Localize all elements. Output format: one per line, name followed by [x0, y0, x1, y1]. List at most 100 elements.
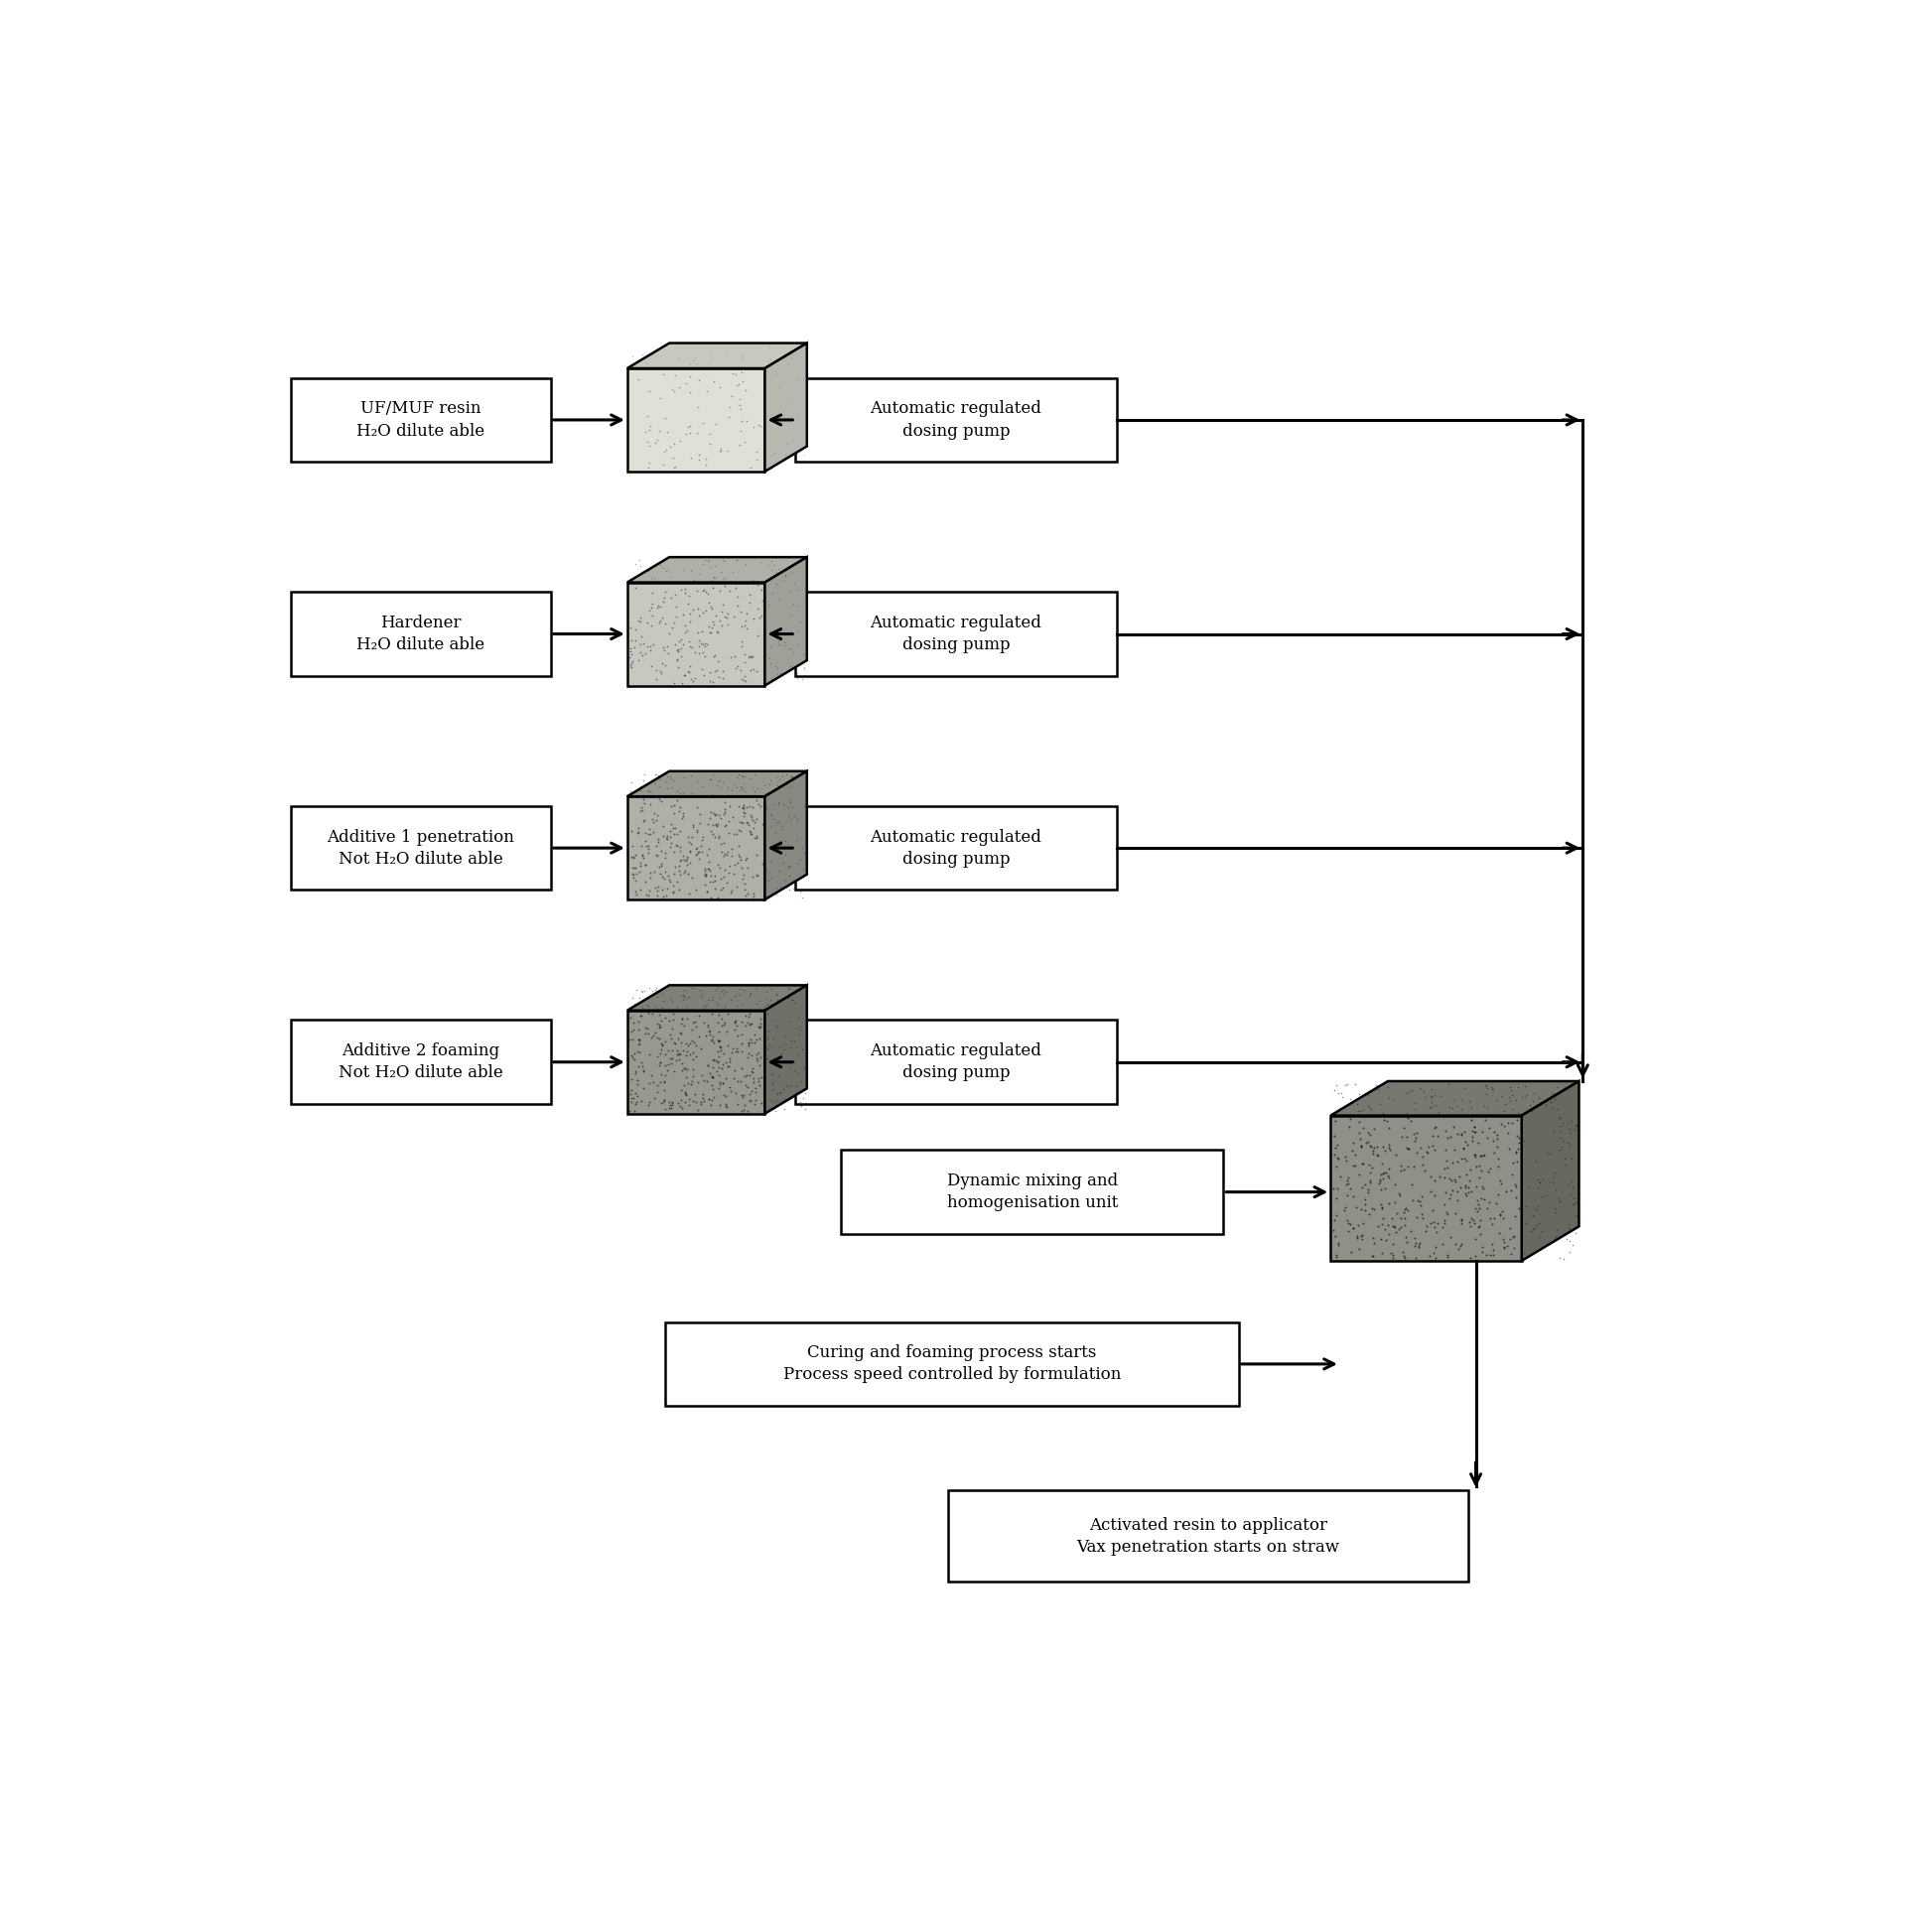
Point — [1407, 1150, 1438, 1180]
Point — [667, 779, 698, 810]
Point — [1365, 1167, 1395, 1198]
Point — [727, 340, 757, 371]
Point — [655, 827, 686, 858]
Point — [694, 856, 725, 887]
Point — [753, 551, 784, 582]
Point — [627, 1055, 657, 1086]
Point — [740, 655, 771, 686]
Point — [1461, 1151, 1491, 1182]
Point — [1557, 1188, 1588, 1219]
Point — [657, 869, 688, 900]
Point — [1447, 1204, 1478, 1235]
Point — [646, 848, 677, 879]
Point — [1522, 1209, 1553, 1240]
Point — [707, 655, 738, 686]
Point — [727, 611, 757, 641]
Point — [767, 848, 798, 879]
Point — [1455, 1211, 1486, 1242]
Point — [1522, 1082, 1553, 1113]
Point — [1363, 1074, 1393, 1105]
Point — [725, 384, 755, 415]
Point — [1476, 1238, 1507, 1269]
Point — [1424, 1161, 1455, 1192]
Point — [746, 790, 776, 821]
Point — [1376, 1238, 1407, 1269]
Point — [776, 980, 807, 1010]
Point — [682, 593, 713, 624]
Point — [723, 831, 753, 862]
Point — [650, 1074, 680, 1105]
Point — [652, 823, 682, 854]
Point — [659, 580, 690, 611]
Point — [1332, 1206, 1363, 1236]
Point — [721, 545, 752, 576]
Point — [1418, 1090, 1449, 1121]
Point — [711, 838, 742, 869]
Point — [1543, 1182, 1574, 1213]
Point — [1359, 1194, 1390, 1225]
Point — [740, 1072, 771, 1103]
Point — [788, 1082, 819, 1113]
Point — [755, 800, 786, 831]
Point — [625, 981, 655, 1012]
Point — [1392, 1132, 1422, 1163]
Point — [734, 1024, 765, 1055]
Point — [623, 1065, 653, 1095]
Point — [675, 1039, 705, 1070]
Point — [742, 620, 773, 651]
Point — [1318, 1173, 1349, 1204]
Point — [1509, 1236, 1540, 1267]
Point — [721, 871, 752, 902]
Point — [728, 639, 759, 670]
Point — [680, 576, 711, 607]
Point — [642, 879, 673, 910]
Point — [665, 639, 696, 670]
Point — [752, 976, 782, 1007]
Point — [721, 991, 752, 1022]
Point — [715, 1043, 746, 1074]
Point — [1555, 1105, 1586, 1136]
Point — [1486, 1165, 1516, 1196]
Point — [663, 850, 694, 881]
Point — [653, 1092, 684, 1122]
Point — [1491, 1177, 1522, 1208]
Point — [1345, 1221, 1376, 1252]
Point — [1438, 1175, 1468, 1206]
Polygon shape — [627, 771, 807, 796]
Point — [775, 1070, 805, 1101]
Point — [709, 786, 740, 817]
Point — [1322, 1078, 1353, 1109]
Point — [686, 825, 717, 856]
Point — [1334, 1103, 1365, 1134]
Point — [734, 763, 765, 794]
Point — [646, 1037, 677, 1068]
Point — [652, 823, 682, 854]
Point — [688, 574, 719, 605]
Point — [653, 864, 684, 895]
Point — [1418, 1238, 1449, 1269]
Point — [677, 442, 707, 473]
Point — [615, 632, 646, 663]
Point — [682, 833, 713, 864]
Point — [686, 837, 717, 867]
Point — [667, 1092, 698, 1122]
Point — [775, 784, 805, 815]
Point — [1466, 1182, 1497, 1213]
Point — [1407, 1142, 1438, 1173]
Point — [636, 1059, 667, 1090]
Point — [703, 1072, 734, 1103]
Point — [1330, 1169, 1361, 1200]
Point — [702, 810, 732, 840]
Point — [1363, 1167, 1393, 1198]
Point — [623, 1036, 653, 1066]
Point — [667, 630, 698, 661]
Point — [1455, 1242, 1486, 1273]
Point — [688, 1084, 719, 1115]
Point — [757, 1005, 788, 1036]
Point — [688, 576, 719, 607]
Point — [769, 1084, 800, 1115]
Point — [765, 813, 796, 844]
Point — [1428, 1211, 1459, 1242]
Point — [665, 632, 696, 663]
Point — [677, 1014, 707, 1045]
